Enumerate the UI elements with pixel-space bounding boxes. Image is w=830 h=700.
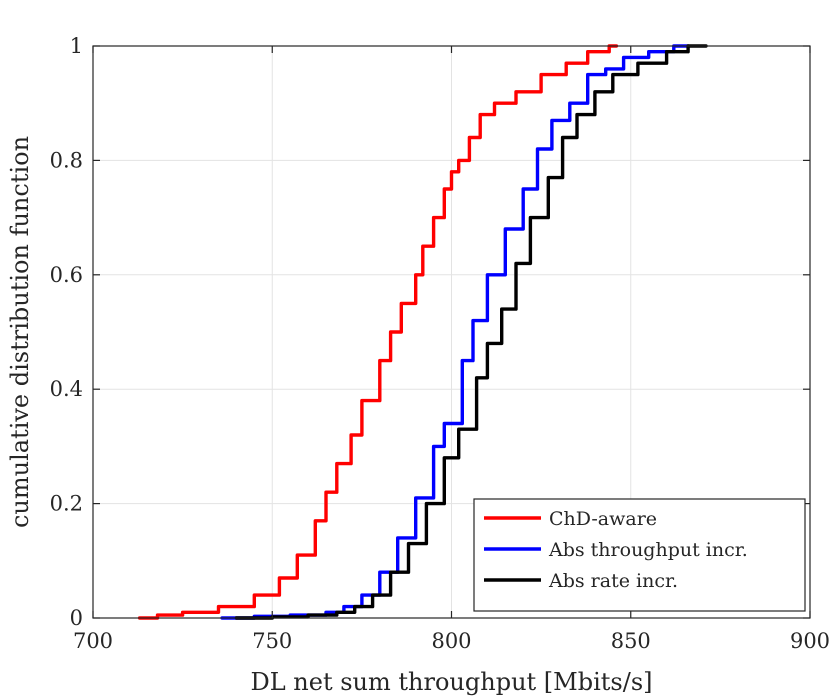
x-axis-label: DL net sum throughput [Mbits/s] xyxy=(251,668,653,696)
x-tick-label: 900 xyxy=(790,629,830,653)
y-tick-label: 0.2 xyxy=(50,492,83,516)
series-line-chd-aware xyxy=(137,44,619,620)
ticks: 700 750 800 850 900 0 0.2 0.4 0.6 0.8 1 xyxy=(50,34,830,653)
x-tick-label: 850 xyxy=(611,629,651,653)
legend-label: Abs rate incr. xyxy=(548,570,678,592)
x-tick-label: 800 xyxy=(431,629,471,653)
series-layer xyxy=(137,44,708,620)
y-tick-label: 0.8 xyxy=(50,148,83,172)
legend: ChD-aware Abs throughput incr. Abs rate in… xyxy=(473,498,806,612)
y-axis-label: cumulative distribution function xyxy=(6,136,34,528)
x-tick-label: 700 xyxy=(73,629,113,653)
legend-label: ChD-aware xyxy=(549,508,657,530)
y-tick-label: 1 xyxy=(70,34,83,58)
legend-label: Abs throughput incr. xyxy=(548,539,748,561)
y-tick-label: 0 xyxy=(70,606,83,630)
x-tick-label: 750 xyxy=(252,629,292,653)
y-tick-label: 0.4 xyxy=(50,377,83,401)
series-line-abs-rate-incr xyxy=(234,44,708,620)
series-line-abs-throughput-incr xyxy=(220,44,690,620)
y-tick-label: 0.6 xyxy=(50,263,83,287)
